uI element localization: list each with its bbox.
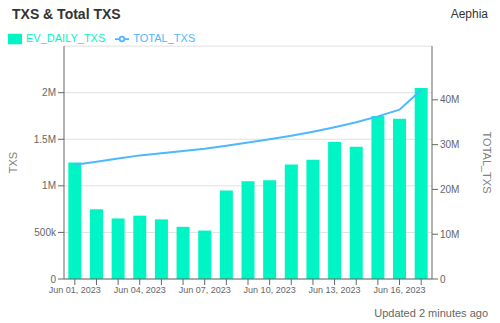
svg-text:0: 0: [440, 274, 446, 285]
svg-text:2M: 2M: [42, 87, 56, 98]
svg-text:30M: 30M: [440, 139, 459, 150]
svg-text:500k: 500k: [34, 227, 57, 238]
svg-text:Jun 16, 2023: Jun 16, 2023: [374, 285, 426, 295]
svg-text:10M: 10M: [440, 229, 459, 240]
svg-text:0: 0: [50, 274, 56, 285]
svg-text:Jun 04, 2023: Jun 04, 2023: [114, 285, 166, 295]
html-text:EV_DAILY_TXS: EV_DAILY_TXS: [26, 32, 106, 44]
svg-text:TXS: TXS: [8, 152, 19, 173]
svg-text:20M: 20M: [440, 184, 459, 195]
svg-text:Jun 07, 2023: Jun 07, 2023: [179, 285, 231, 295]
html-text:TXS & Total TXS: TXS & Total TXS: [12, 6, 121, 22]
svg-text:Jun 01, 2023: Jun 01, 2023: [49, 285, 101, 295]
svg-text:1M: 1M: [42, 180, 56, 191]
html-text:Updated 2 minutes ago: Updated 2 minutes ago: [374, 307, 488, 319]
html-text:Aephia: Aephia: [450, 7, 488, 21]
html-text:TOTAL_TXS: TOTAL_TXS: [133, 32, 196, 44]
svg-text:Jun 13, 2023: Jun 13, 2023: [309, 285, 361, 295]
svg-text:1.5M: 1.5M: [34, 134, 56, 145]
svg-text:40M: 40M: [440, 94, 459, 105]
svg-text:Jun 10, 2023: Jun 10, 2023: [244, 285, 296, 295]
svg-text:TOTAL_TXS: TOTAL_TXS: [481, 132, 492, 194]
